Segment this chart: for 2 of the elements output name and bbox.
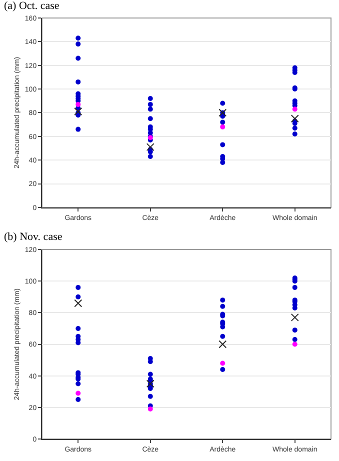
chart-title: (b) Nov. case bbox=[4, 231, 62, 243]
chart-title: (a) Oct. case bbox=[4, 0, 60, 12]
